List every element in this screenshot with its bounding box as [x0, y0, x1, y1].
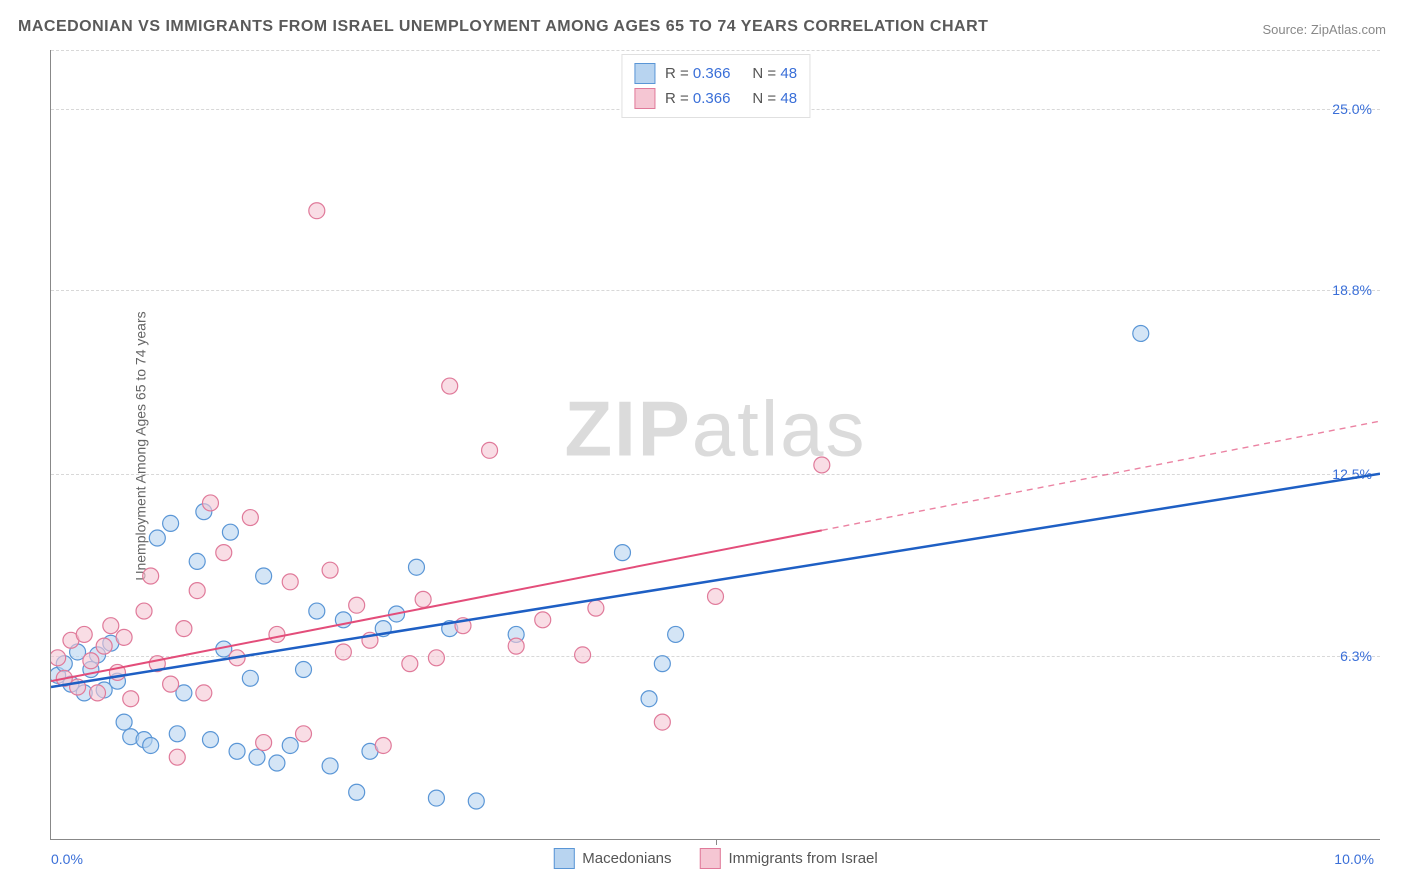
data-point	[143, 568, 159, 584]
data-point	[242, 510, 258, 526]
data-point	[708, 588, 724, 604]
data-point	[296, 662, 312, 678]
data-point	[668, 626, 684, 642]
data-point	[575, 647, 591, 663]
data-point	[229, 743, 245, 759]
legend-row: R = 0.366 N = 48	[634, 86, 797, 111]
data-point	[269, 626, 285, 642]
data-point	[1133, 325, 1149, 341]
legend-swatch	[700, 848, 721, 869]
data-point	[202, 732, 218, 748]
data-point	[116, 629, 132, 645]
legend-n-label: N = 48	[752, 65, 797, 82]
data-point	[442, 378, 458, 394]
data-point	[349, 597, 365, 613]
data-point	[402, 656, 418, 672]
data-point	[335, 644, 351, 660]
series-legend: Macedonians Immigrants from Israel	[553, 848, 877, 869]
data-point	[143, 737, 159, 753]
chart-svg	[51, 50, 1380, 839]
data-point	[415, 591, 431, 607]
data-point	[189, 553, 205, 569]
data-point	[614, 545, 630, 561]
data-point	[508, 638, 524, 654]
data-point	[322, 758, 338, 774]
x-tick-label: 10.0%	[1334, 851, 1374, 867]
data-point	[309, 203, 325, 219]
data-point	[136, 603, 152, 619]
data-point	[535, 612, 551, 628]
data-point	[163, 515, 179, 531]
data-point	[116, 714, 132, 730]
x-tick-label: 0.0%	[51, 851, 83, 867]
data-point	[641, 691, 657, 707]
data-point	[83, 653, 99, 669]
data-point	[654, 714, 670, 730]
data-point	[103, 618, 119, 634]
legend-item: Immigrants from Israel	[700, 848, 878, 869]
data-point	[814, 457, 830, 473]
legend-swatch	[634, 63, 655, 84]
data-point	[256, 568, 272, 584]
data-point	[189, 583, 205, 599]
legend-label: Immigrants from Israel	[729, 850, 878, 867]
data-point	[169, 726, 185, 742]
legend-label: Macedonians	[582, 850, 671, 867]
data-point	[196, 685, 212, 701]
data-point	[90, 685, 106, 701]
trend-line-extrapolated	[822, 421, 1380, 530]
legend-n-label: N = 48	[752, 90, 797, 107]
data-point	[428, 650, 444, 666]
plot-area: ZIPatlas R = 0.366N = 48R = 0.366N = 48 …	[50, 50, 1380, 840]
data-point	[269, 755, 285, 771]
data-point	[123, 691, 139, 707]
data-point	[375, 737, 391, 753]
legend-row: R = 0.366 N = 48	[634, 61, 797, 86]
data-point	[222, 524, 238, 540]
data-point	[282, 574, 298, 590]
data-point	[163, 676, 179, 692]
data-point	[309, 603, 325, 619]
chart-title: MACEDONIAN VS IMMIGRANTS FROM ISRAEL UNE…	[18, 18, 988, 36]
data-point	[468, 793, 484, 809]
data-point	[296, 726, 312, 742]
legend-r-label: R = 0.366	[665, 65, 730, 82]
data-point	[256, 735, 272, 751]
data-point	[76, 626, 92, 642]
data-point	[428, 790, 444, 806]
data-point	[282, 737, 298, 753]
data-point	[176, 621, 192, 637]
source-attribution: Source: ZipAtlas.com	[1262, 22, 1386, 37]
data-point	[654, 656, 670, 672]
data-point	[51, 650, 66, 666]
x-tick	[716, 839, 717, 845]
data-point	[408, 559, 424, 575]
data-point	[322, 562, 338, 578]
data-point	[349, 784, 365, 800]
legend-swatch	[634, 88, 655, 109]
data-point	[96, 638, 112, 654]
data-point	[249, 749, 265, 765]
legend-r-label: R = 0.366	[665, 90, 730, 107]
data-point	[482, 442, 498, 458]
data-point	[588, 600, 604, 616]
data-point	[169, 749, 185, 765]
trend-line	[51, 474, 1380, 687]
correlation-legend: R = 0.366 N = 48 R = 0.366 N = 48	[621, 54, 810, 118]
legend-swatch	[553, 848, 574, 869]
data-point	[149, 530, 165, 546]
data-point	[202, 495, 218, 511]
data-point	[242, 670, 258, 686]
data-point	[216, 545, 232, 561]
legend-item: Macedonians	[553, 848, 671, 869]
